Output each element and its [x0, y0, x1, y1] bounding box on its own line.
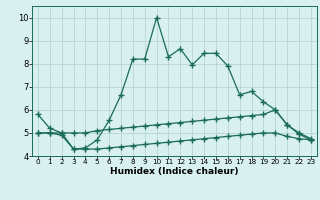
X-axis label: Humidex (Indice chaleur): Humidex (Indice chaleur) [110, 167, 239, 176]
